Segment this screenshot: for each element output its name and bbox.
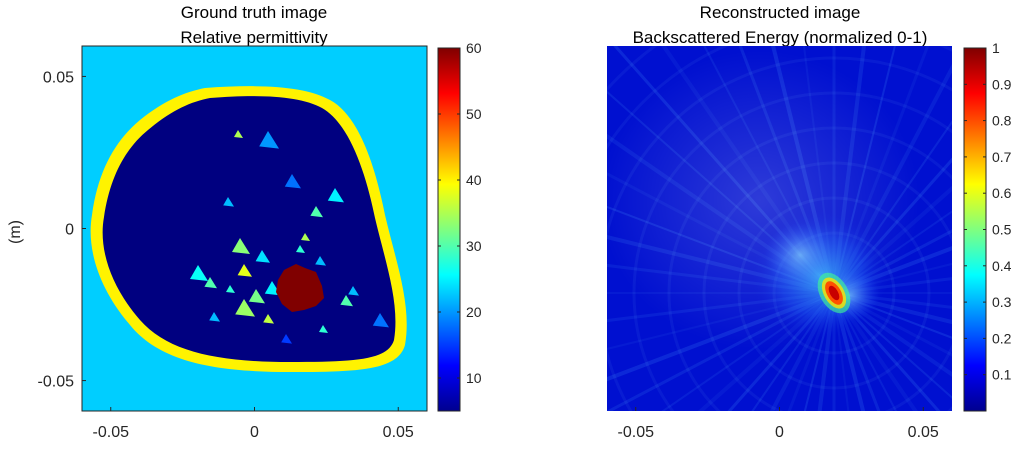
right-x-tick-label: -0.05 — [618, 424, 655, 441]
right-colorbar-tick-label: 0.8 — [992, 113, 1012, 129]
fibroglandular-patch — [319, 325, 328, 333]
fibroglandular-patch — [340, 295, 353, 307]
fibroglandular-patches — [190, 130, 389, 344]
left-y-axis-label: (m) — [7, 220, 24, 244]
fibroglandular-patch — [204, 277, 217, 289]
right-x-tick-label: 0 — [775, 424, 784, 441]
left-colorbar-frame — [437, 47, 461, 412]
fibroglandular-patch — [296, 245, 305, 253]
fibroglandular-patch — [237, 264, 252, 277]
left-x-tick-label: 0 — [250, 424, 259, 441]
left-colorbar-tick-label: 20 — [466, 304, 482, 320]
fibroglandular-patch — [223, 197, 234, 207]
reconstructed-image — [607, 46, 952, 411]
fibroglandular-patch — [327, 188, 344, 203]
hotspot — [817, 272, 851, 314]
left-colorbar-ticks: 10 20 30 40 50 60 — [438, 40, 482, 386]
tumor-region — [276, 264, 324, 312]
left-y-tick-label: 0 — [65, 222, 74, 239]
right-title-line-2: Backscattered Energy (normalized 0-1) — [633, 28, 928, 47]
fibroglandular-patch — [315, 256, 326, 266]
left-x-tick-label: 0.05 — [383, 424, 414, 441]
faint-background-glow — [607, 50, 920, 350]
right-colorbar-tick-label: 0.2 — [992, 330, 1012, 346]
fibroglandular-patch — [284, 174, 301, 189]
left-y-ticks: 0.05 0 -0.05 — [38, 69, 86, 391]
fibroglandular-patch — [281, 334, 292, 344]
fibroglandular-patch — [348, 286, 359, 296]
left-y-tick-label: -0.05 — [38, 374, 75, 391]
left-colorbar-tick-label: 40 — [466, 172, 482, 188]
right-title-line-1: Reconstructed image — [700, 3, 861, 22]
fibroglandular-patch — [301, 233, 310, 241]
left-title-line-2: Relative permittivity — [180, 28, 328, 47]
hotspot-core — [828, 285, 840, 301]
right-colorbar-tick-label: 0.6 — [992, 185, 1012, 201]
fibroglandular-patch — [209, 312, 220, 322]
left-colorbar-tick-label: 30 — [466, 238, 482, 254]
right-colorbar-tick-label: 0.1 — [992, 367, 1012, 383]
left-colorbar — [438, 48, 460, 411]
left-x-tick-label: -0.05 — [93, 424, 130, 441]
fibroglandular-patch — [248, 289, 265, 304]
right-colorbar-tick-label: 0.7 — [992, 149, 1012, 165]
right-x-ticks: -0.05 0 0.05 — [618, 407, 939, 441]
right-colorbar — [964, 48, 986, 411]
artifact-arc — [607, 56, 952, 411]
fibroglandular-patch — [372, 313, 389, 328]
right-colorbar-tick-label: 0.9 — [992, 76, 1012, 92]
fibroglandular-patch — [255, 250, 270, 263]
right-colorbar-ticks: 0.1 0.2 0.3 0.4 0.5 0.6 0.7 0.8 0.9 1 — [964, 40, 1012, 383]
left-colorbar-tick-label: 50 — [466, 106, 482, 122]
left-y-tick-label: 0.05 — [43, 69, 74, 86]
right-x-tick-label: 0.05 — [908, 424, 939, 441]
fibroglandular-patch — [310, 206, 323, 218]
fibroglandular-patch — [234, 130, 243, 138]
fibroglandular-patch — [235, 299, 255, 317]
fibroglandular-patch — [263, 314, 274, 324]
right-colorbar-tick-label: 0.3 — [992, 294, 1012, 310]
left-title-line-1: Ground truth image — [181, 3, 327, 22]
fibroglandular-patch — [190, 265, 208, 281]
right-colorbar-tick-label: 0.5 — [992, 222, 1012, 238]
right-colorbar-tick-label: 0.4 — [992, 258, 1012, 274]
fibroglandular-patch — [232, 238, 250, 254]
reconstructed-panel: Reconstructed image Backscattered Energy… — [607, 3, 1012, 441]
left-x-ticks: -0.05 0 0.05 — [93, 407, 414, 441]
fibroglandular-patch — [226, 285, 235, 293]
left-colorbar-tick-label: 10 — [466, 370, 482, 386]
fibroglandular-patch — [259, 131, 279, 149]
right-colorbar-tick-label: 1 — [992, 40, 1000, 56]
left-colorbar-tick-label: 60 — [466, 40, 482, 56]
ground-truth-image — [82, 46, 427, 411]
ground-truth-panel: Ground truth image Relative permittivity… — [7, 3, 482, 441]
